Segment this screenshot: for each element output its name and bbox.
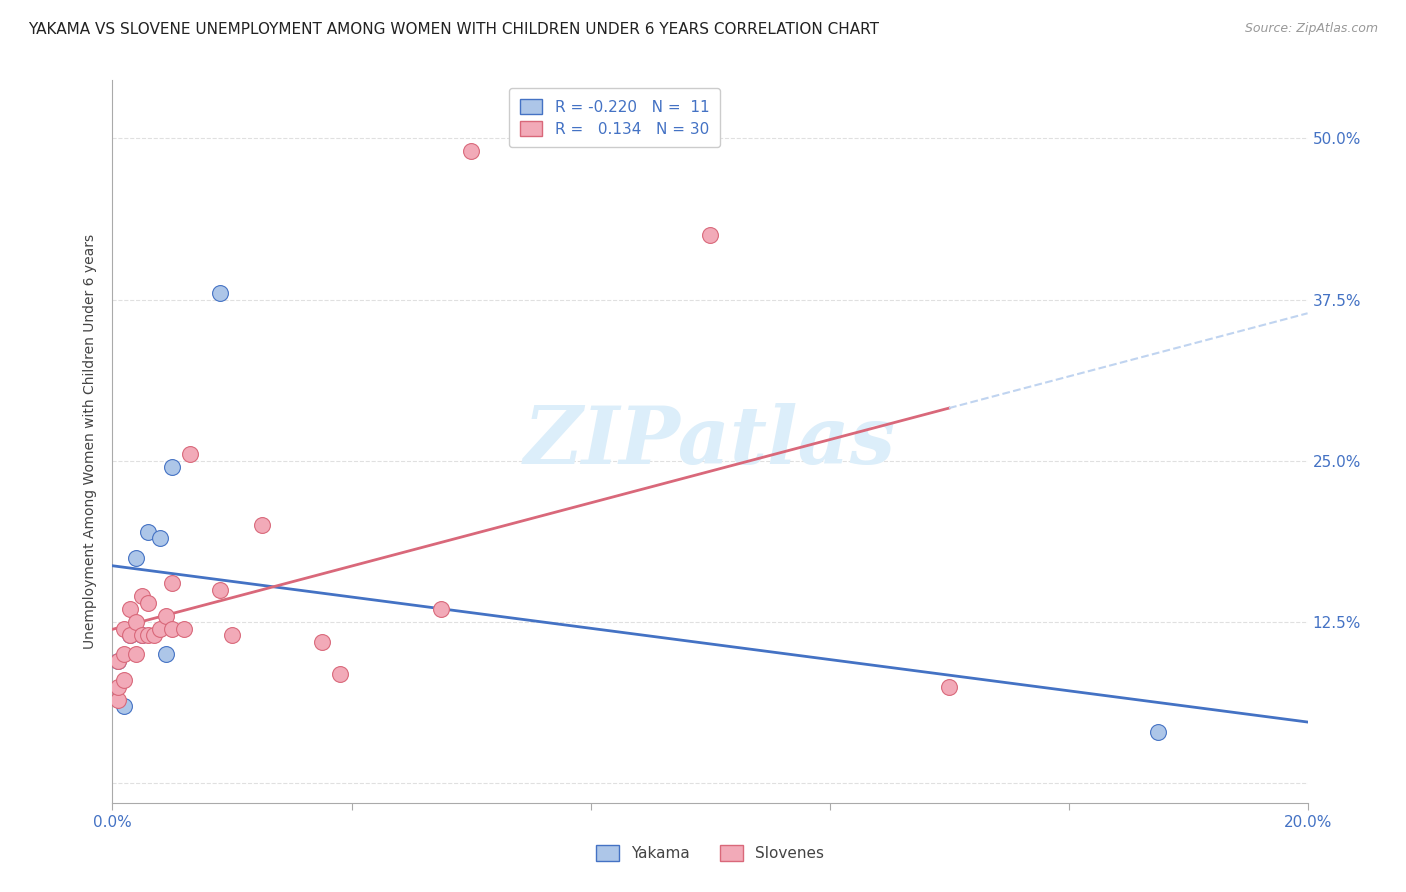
Point [209, 286, 232, 301]
Point [107, 692, 129, 706]
Point [162, 460, 183, 475]
Point [114, 648, 135, 662]
Legend: Yakama, Slovenes: Yakama, Slovenes [589, 839, 831, 867]
Point [699, 228, 721, 243]
Point [179, 447, 201, 461]
Point [162, 576, 183, 591]
Point [209, 582, 232, 597]
Point [311, 634, 333, 648]
Point [114, 699, 135, 714]
Point [149, 531, 172, 545]
Point [138, 628, 160, 642]
Point [125, 648, 148, 662]
Point [125, 615, 148, 630]
Point [131, 628, 153, 642]
Point [138, 524, 160, 539]
Point [155, 648, 177, 662]
Point [221, 628, 243, 642]
Point [114, 673, 135, 688]
Point [162, 622, 183, 636]
Text: ZIPatlas: ZIPatlas [524, 403, 896, 480]
Point [131, 628, 153, 642]
Point [143, 628, 166, 642]
Point [250, 518, 273, 533]
Y-axis label: Unemployment Among Women with Children Under 6 years: Unemployment Among Women with Children U… [83, 234, 97, 649]
Point [120, 628, 142, 642]
Point [107, 654, 129, 668]
Point [149, 622, 172, 636]
Point [107, 654, 129, 668]
Point [430, 602, 453, 616]
Point [173, 622, 195, 636]
Text: Source: ZipAtlas.com: Source: ZipAtlas.com [1244, 22, 1378, 36]
Point [138, 596, 160, 610]
Point [460, 145, 482, 159]
Point [155, 608, 177, 623]
Point [938, 680, 960, 694]
Point [120, 602, 142, 616]
Point [125, 550, 148, 565]
Point [131, 590, 153, 604]
Point [114, 622, 135, 636]
Point [1147, 724, 1170, 739]
Point [120, 628, 142, 642]
Text: YAKAMA VS SLOVENE UNEMPLOYMENT AMONG WOMEN WITH CHILDREN UNDER 6 YEARS CORRELATI: YAKAMA VS SLOVENE UNEMPLOYMENT AMONG WOM… [28, 22, 879, 37]
Point [329, 666, 352, 681]
Point [107, 680, 129, 694]
